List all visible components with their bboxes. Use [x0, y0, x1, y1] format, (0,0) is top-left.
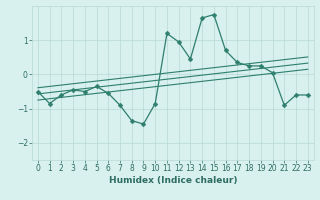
- X-axis label: Humidex (Indice chaleur): Humidex (Indice chaleur): [108, 176, 237, 185]
